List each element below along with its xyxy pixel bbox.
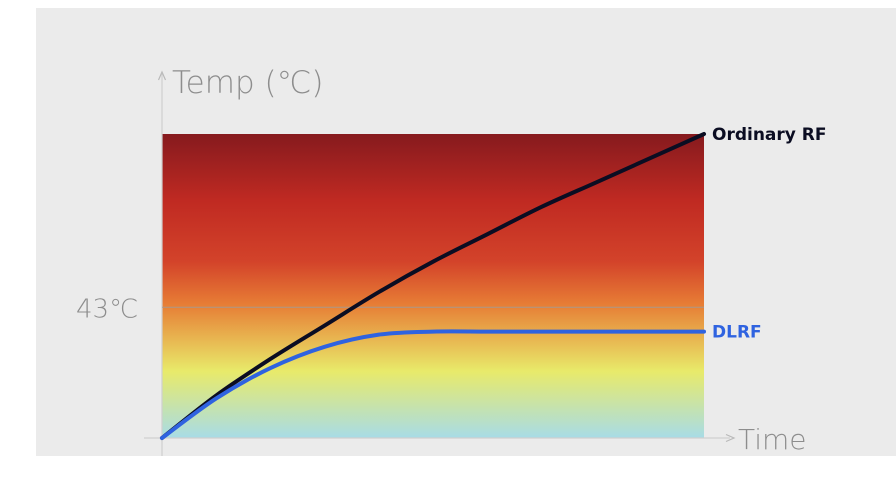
x-axis-arrow-icon (725, 433, 736, 443)
series-label-dlrf: DLRF (712, 323, 762, 343)
chart-panel: Temp (℃) Time 43℃ Ordinary RF DLRF (36, 8, 896, 456)
temperature-chart: Temp (℃) Time 43℃ Ordinary RF DLRF (76, 65, 827, 456)
series-line-ordinary-rf (160, 132, 706, 440)
y-tick-label: 43℃ (76, 294, 138, 324)
y-axis-arrow-icon (157, 70, 167, 81)
y-axis-label: Temp (℃) (172, 65, 323, 101)
temperature-gradient-area (162, 134, 704, 438)
series-label-ordinary-rf: Ordinary RF (712, 125, 827, 145)
x-axis-label: Time (738, 423, 807, 456)
series-line-dlrf (160, 329, 706, 440)
